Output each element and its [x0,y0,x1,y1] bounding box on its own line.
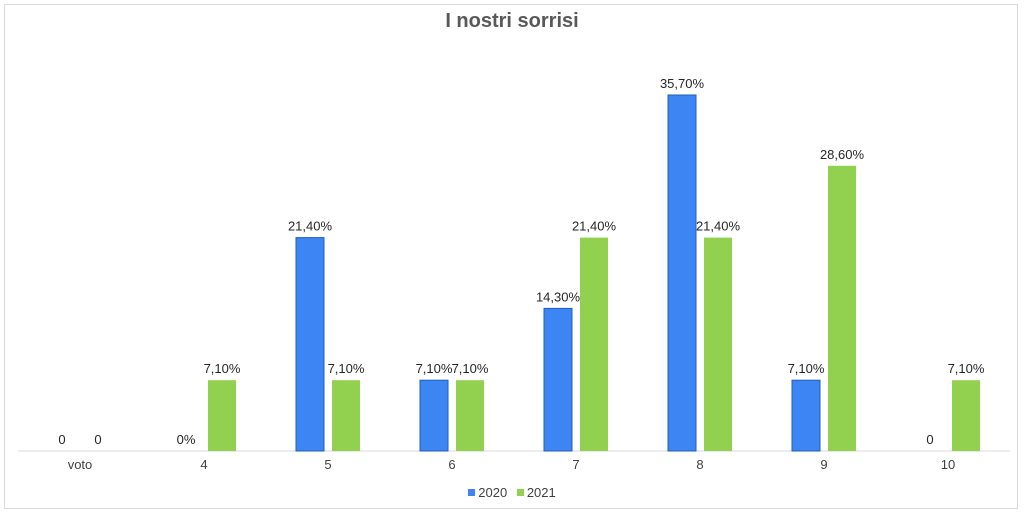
bar-2021-4 [208,380,236,451]
x-tick-label: 9 [820,457,827,472]
legend-swatch-2021 [516,489,524,496]
bar-2020-5 [295,237,325,452]
data-label-2021-voto: 0 [94,432,101,447]
x-tick-label: 8 [696,457,703,472]
data-label-2021-10: 7,10% [948,361,985,376]
bar-2020-6 [419,379,449,452]
data-label-2020-7: 14,30% [536,289,581,304]
bar-2021-9 [828,165,856,451]
bar-2020-8 [667,94,697,452]
x-tick-label: 4 [200,457,207,472]
x-tick-label: 6 [448,457,455,472]
data-label-2021-8: 21,40% [696,219,741,234]
bar-2021-8 [704,237,732,451]
data-label-2020-8: 35,70% [660,76,705,91]
data-label-2020-voto: 0 [58,432,65,447]
data-label-2020-10: 0 [926,432,933,447]
legend-label-2021: 2021 [526,485,556,500]
bar-2021-7 [580,237,608,451]
bar-2021-10 [952,380,980,451]
bar-2020-9 [791,379,821,452]
legend-item-2020: 2020 [468,485,507,500]
legend: 2020 2021 [0,484,1024,500]
legend-item-2021: 2021 [516,485,556,500]
bar-2021-6 [456,380,484,451]
bar-2020-7 [543,307,573,452]
data-label-2020-9: 7,10% [788,361,825,376]
data-label-2020-5: 21,40% [288,219,333,234]
legend-swatch-2020 [468,489,476,496]
bar-2021-5 [332,380,360,451]
x-tick-label: voto [68,457,93,472]
data-label-2021-9: 28,60% [820,147,865,162]
data-label-2020-6: 7,10% [416,361,453,376]
data-label-2021-6: 7,10% [452,361,489,376]
x-tick-label: 7 [572,457,579,472]
data-label-2021-5: 7,10% [328,361,365,376]
data-label-2021-4: 7,10% [204,361,241,376]
x-tick-label: 5 [324,457,331,472]
data-label-2020-4: 0% [177,432,196,447]
chart-title: I nostri sorrisi [445,10,579,32]
x-tick-label: 10 [941,457,955,472]
legend-label-2020: 2020 [478,485,508,500]
data-label-2021-7: 21,40% [572,219,617,234]
